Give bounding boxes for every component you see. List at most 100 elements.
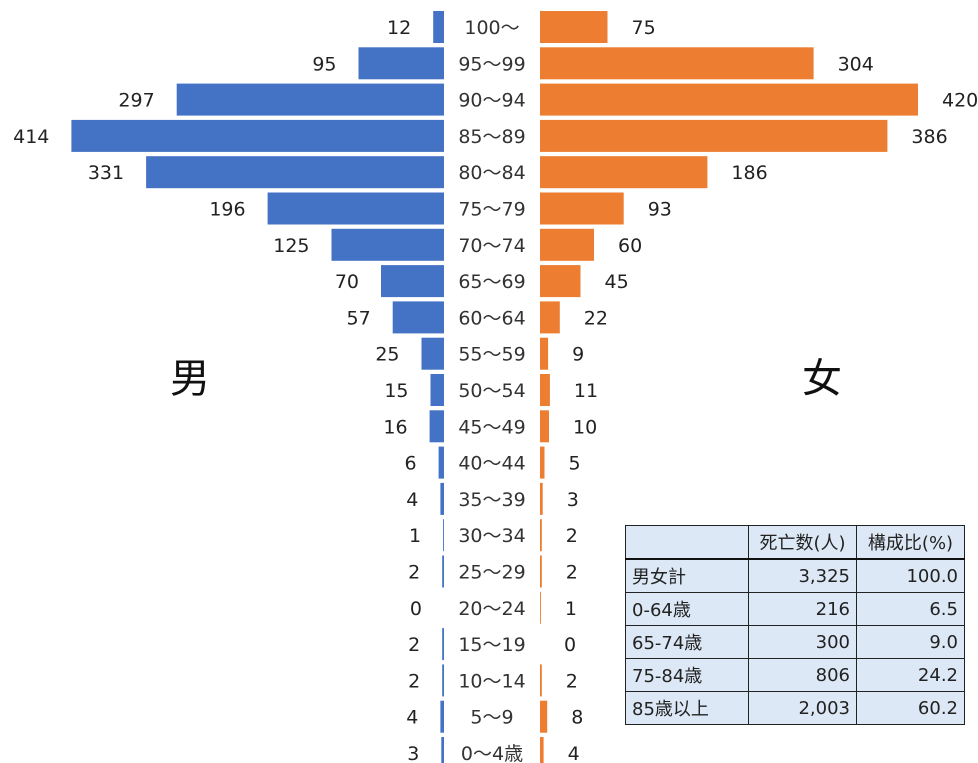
bar-female-1 [540,47,814,80]
bar-male-5 [267,192,444,225]
summary-header-ratio: 構成比(%) [856,525,965,560]
age-label: 65～69 [458,271,525,293]
bar-female-10 [540,374,550,406]
age-label: 15～19 [458,634,525,656]
bar-female-18 [540,664,542,697]
female-value-label: 11 [574,380,598,402]
age-labels: 100～ 95～99 90～94 85～89 80～84 75～79 70～74 65～69 6… [458,17,525,763]
table-row: 75-84歳 806 24.2 [625,658,965,692]
female-value-label: 22 [584,307,608,329]
row-label: 男女計 [625,558,749,593]
age-label: 70～74 [458,235,525,257]
bar-male-8 [392,301,444,334]
female-value-label: 2 [566,562,578,584]
bar-female-13 [540,482,543,515]
bar-male-4 [146,156,444,189]
age-label: 85～89 [458,126,525,148]
bar-male-15 [442,555,444,588]
male-value-label: 4 [406,489,418,511]
female-value-label: 93 [648,199,672,221]
age-label: 30～34 [458,525,525,547]
female-value-label: 186 [731,162,767,184]
age-label: 60～64 [458,307,525,329]
bar-male-19 [440,700,444,733]
age-label: 100～ [464,17,519,39]
table-row: 85歳以上 2,003 60.2 [625,691,965,725]
male-value-label: 196 [209,199,245,221]
bar-female-16 [540,591,541,624]
male-value-label: 0 [410,598,422,620]
age-label: 35～39 [458,489,525,511]
male-value-label: 15 [384,380,408,402]
bar-male-13 [440,482,444,515]
male-value-label: 2 [408,634,420,656]
row-ratio: 100.0 [856,558,965,593]
bar-male-20 [441,737,444,763]
row-count: 216 [748,592,857,626]
female-value-label: 4 [568,743,580,763]
age-label: 25～29 [458,562,525,584]
bar-female-6 [540,228,594,261]
table-row: 男女計 3,325 100.0 [625,558,965,593]
age-label: 20～24 [458,598,525,620]
row-ratio: 9.0 [856,625,965,659]
male-value-label: 6 [405,453,417,475]
age-label: 80～84 [458,162,525,184]
row-count: 3,325 [748,558,857,593]
male-value-label: 331 [88,162,124,184]
age-label: 90～94 [458,90,525,112]
bar-female-15 [540,555,542,588]
female-value-label: 60 [618,235,642,257]
male-value-label: 125 [273,235,309,257]
bar-female-20 [540,737,544,763]
male-value-label: 70 [335,271,359,293]
female-value-label: 45 [605,271,629,293]
summary-header-blank [625,525,749,560]
male-bars [71,11,445,763]
row-count: 806 [748,658,857,692]
bar-female-11 [540,410,549,443]
age-label: 75～79 [458,199,525,221]
row-count: 300 [748,625,857,659]
row-ratio: 24.2 [856,658,965,692]
bar-female-14 [540,519,542,552]
female-bars [540,11,918,763]
bar-male-11 [429,410,444,443]
age-label: 95～99 [458,53,525,75]
female-value-label: 2 [566,670,578,692]
bar-female-9 [540,337,549,370]
male-value-label: 25 [375,344,399,366]
female-value-label: 9 [572,344,584,366]
male-value-label: 414 [13,126,49,148]
bar-male-2 [176,83,444,116]
row-ratio: 6.5 [856,592,965,626]
row-label: 85歳以上 [625,691,749,725]
bar-male-0 [433,11,444,43]
bar-female-3 [540,119,888,152]
row-label: 75-84歳 [625,658,749,692]
male-value-label: 2 [408,670,420,692]
bar-female-7 [540,265,581,298]
male-value-label: 57 [347,307,371,329]
bar-male-1 [358,47,444,80]
bar-female-19 [540,700,548,733]
bar-male-17 [442,628,444,661]
summary-table: 死亡数(人) 構成比(%) 男女計 3,325 100.0 0-64歳 216 … [625,525,965,725]
age-label: 45～49 [458,416,525,438]
summary-header-row: 死亡数(人) 構成比(%) [625,525,965,560]
bar-male-10 [430,374,444,406]
female-value-label: 304 [838,53,874,75]
male-value-label: 3 [407,743,419,763]
male-value-label: 95 [312,53,336,75]
bar-male-14 [443,519,444,552]
female-value-label: 5 [569,453,581,475]
female-value-label: 10 [573,416,597,438]
female-value-label: 1 [565,598,577,620]
male-value-label: 1 [409,525,421,547]
female-value-label: 75 [632,17,656,39]
age-label: 55～59 [458,344,525,366]
female-value-label: 420 [942,90,978,112]
summary-header-count: 死亡数(人) [748,525,857,560]
